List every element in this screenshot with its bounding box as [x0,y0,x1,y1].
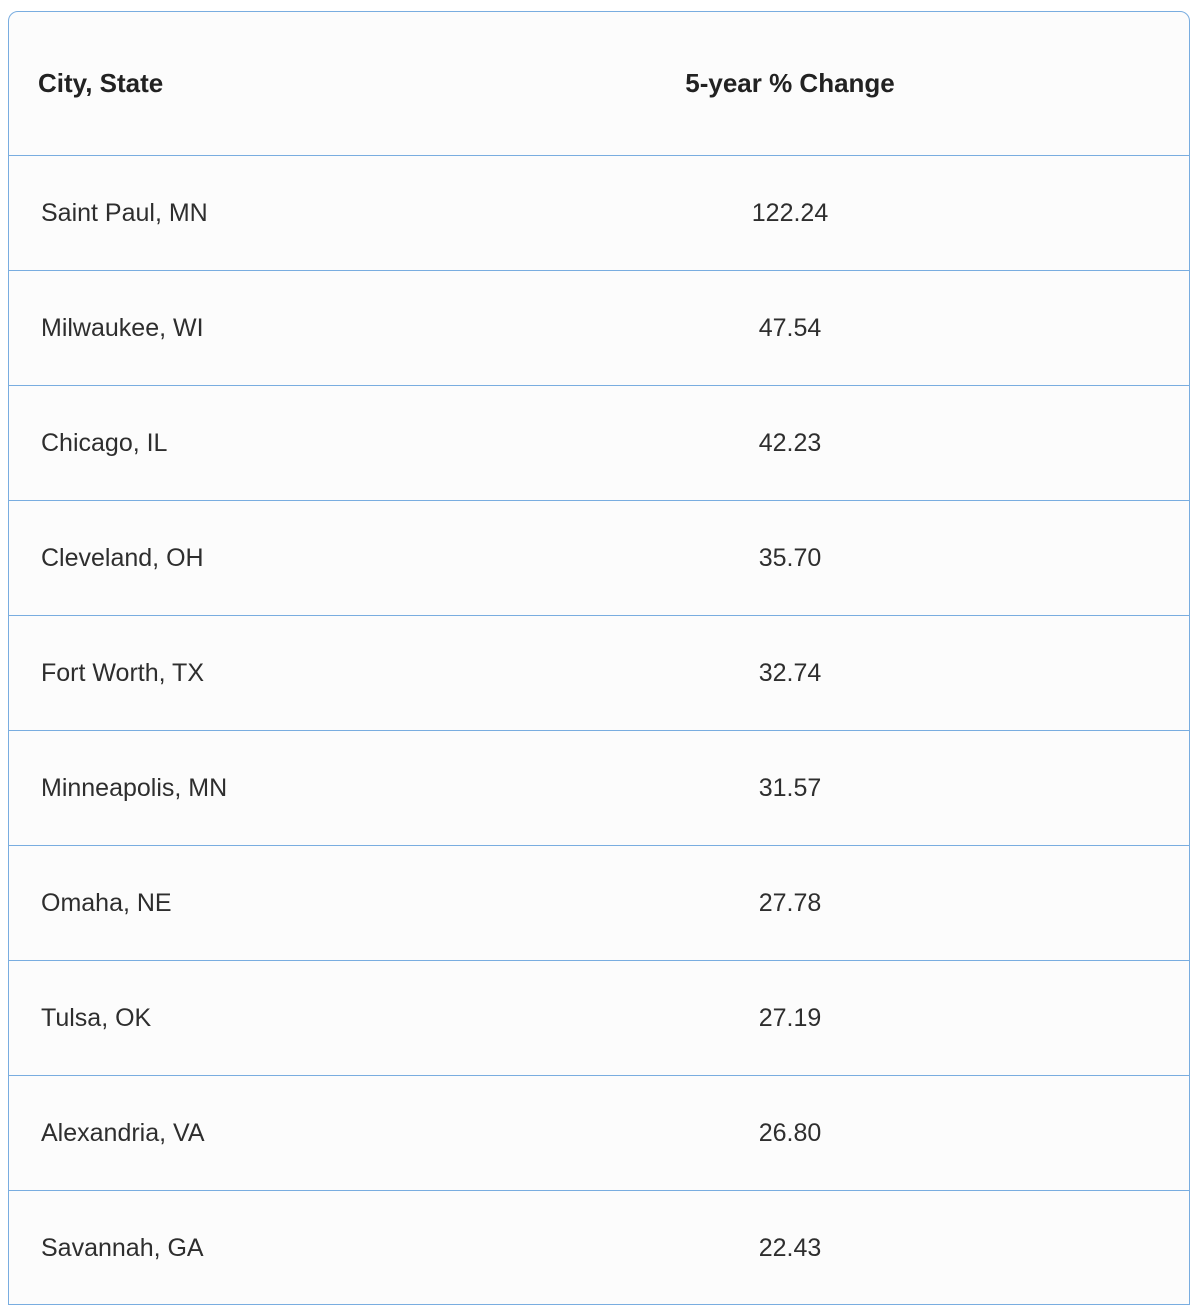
table-row: Alexandria, VA 26.80 [9,1077,1189,1191]
city-cell: Milwaukee, WI [41,313,204,342]
change-cell: 27.19 [758,1003,822,1032]
city-cell: Chicago, IL [41,428,168,457]
table-row: Minneapolis, MN 31.57 [9,732,1189,846]
change-cell: 122.24 [751,198,829,227]
change-cell: 32.74 [758,658,822,687]
city-cell: Tulsa, OK [41,1003,152,1032]
change-cell: 27.78 [758,888,822,917]
header-row: City, State 5-year % Change [9,12,1189,156]
city-cell: Savannah, GA [41,1233,204,1262]
city-cell: Minneapolis, MN [41,773,228,802]
table-row: Chicago, IL 42.23 [9,387,1189,501]
change-cell: 42.23 [758,428,822,457]
table: City, State 5-year % Change Saint Paul, MN… [8,11,1190,1305]
city-cell: Omaha, NE [41,888,172,917]
table-row: Cleveland, OH 35.70 [9,502,1189,616]
city-cell: Fort Worth, TX [41,658,205,687]
table-row: Fort Worth, TX 32.74 [9,617,1189,731]
change-cell: 26.80 [758,1118,822,1147]
table-row: Tulsa, OK 27.19 [9,962,1189,1076]
header-cell: 5-year % Change [685,68,895,98]
header-cell: City, State [38,68,164,98]
city-cell: Alexandria, VA [41,1118,205,1147]
city-cell: Saint Paul, MN [41,198,208,227]
table-row: Saint Paul, MN 122.24 [9,157,1189,271]
change-cell: 31.57 [758,773,822,802]
change-cell: 35.70 [758,543,822,572]
table-row: Omaha, NE 27.78 [9,847,1189,961]
city-cell: Cleveland, OH [41,543,204,572]
change-cell: 47.54 [758,313,822,342]
table-row: Milwaukee, WI 47.54 [9,272,1189,386]
change-cell: 22.43 [758,1233,822,1262]
table-row: Savannah, GA 22.43 [9,1192,1189,1305]
